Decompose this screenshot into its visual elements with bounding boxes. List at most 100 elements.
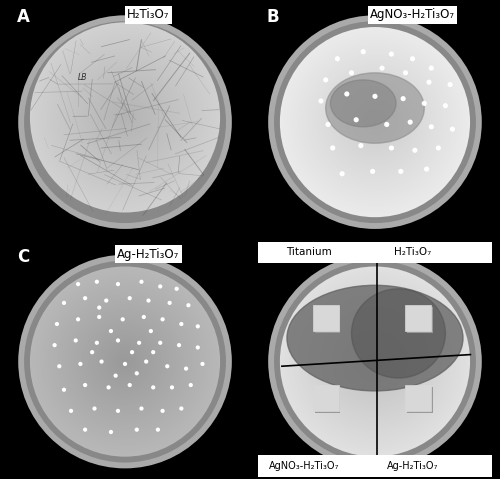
Circle shape [30, 23, 220, 213]
Circle shape [408, 120, 413, 125]
Circle shape [116, 353, 134, 370]
Circle shape [94, 341, 99, 345]
Circle shape [80, 72, 170, 162]
Circle shape [186, 303, 190, 308]
Circle shape [369, 116, 381, 128]
Circle shape [302, 289, 448, 434]
Circle shape [46, 282, 204, 441]
Circle shape [351, 338, 399, 385]
Circle shape [37, 30, 213, 205]
Circle shape [112, 104, 138, 131]
Circle shape [45, 37, 205, 197]
Circle shape [293, 280, 457, 444]
Circle shape [284, 32, 466, 213]
Circle shape [196, 324, 200, 329]
Circle shape [108, 101, 142, 134]
Circle shape [340, 326, 410, 397]
Circle shape [109, 430, 113, 434]
Circle shape [102, 338, 149, 385]
Circle shape [146, 298, 150, 303]
Circle shape [90, 326, 160, 397]
Circle shape [79, 71, 171, 163]
Circle shape [307, 55, 442, 190]
Circle shape [57, 364, 62, 368]
Circle shape [96, 332, 154, 391]
Circle shape [326, 313, 424, 411]
Circle shape [32, 24, 218, 211]
Circle shape [328, 314, 422, 409]
Circle shape [116, 109, 134, 126]
Circle shape [93, 330, 157, 394]
Circle shape [106, 342, 144, 381]
Circle shape [334, 82, 415, 162]
Circle shape [348, 95, 403, 149]
Circle shape [72, 65, 178, 170]
Circle shape [335, 56, 340, 61]
Circle shape [71, 64, 179, 171]
Circle shape [84, 321, 166, 402]
Circle shape [116, 338, 120, 342]
Circle shape [69, 61, 182, 174]
Circle shape [88, 80, 162, 155]
Circle shape [355, 102, 395, 142]
Circle shape [340, 171, 344, 176]
Circle shape [78, 314, 172, 409]
Circle shape [366, 353, 384, 370]
Circle shape [346, 92, 405, 152]
Circle shape [318, 98, 324, 103]
Circle shape [370, 117, 380, 127]
Circle shape [357, 344, 393, 379]
Circle shape [67, 59, 183, 175]
Circle shape [342, 328, 408, 395]
Circle shape [62, 301, 66, 305]
Circle shape [398, 169, 404, 174]
Circle shape [128, 383, 132, 387]
Circle shape [111, 347, 140, 376]
Circle shape [106, 98, 144, 137]
Circle shape [284, 270, 467, 453]
Circle shape [78, 315, 172, 408]
Circle shape [111, 103, 140, 132]
Circle shape [144, 359, 148, 364]
Circle shape [363, 350, 387, 374]
Circle shape [356, 342, 394, 381]
Circle shape [37, 274, 213, 449]
Circle shape [358, 143, 364, 148]
Circle shape [284, 271, 466, 452]
Circle shape [422, 101, 427, 106]
Circle shape [296, 283, 454, 440]
Circle shape [288, 35, 462, 209]
Circle shape [40, 277, 209, 446]
Circle shape [374, 360, 376, 363]
Circle shape [290, 277, 460, 446]
Circle shape [337, 323, 413, 399]
Circle shape [349, 96, 401, 148]
Circle shape [348, 334, 403, 389]
Circle shape [290, 36, 460, 208]
Circle shape [286, 273, 464, 451]
Circle shape [108, 100, 142, 135]
Circle shape [90, 82, 160, 152]
Circle shape [48, 40, 203, 195]
Circle shape [354, 101, 397, 144]
Circle shape [324, 310, 426, 413]
Circle shape [76, 282, 80, 286]
Circle shape [426, 80, 432, 85]
Circle shape [344, 91, 406, 153]
Circle shape [56, 48, 194, 186]
Circle shape [328, 76, 422, 169]
Circle shape [75, 312, 175, 411]
Circle shape [36, 28, 214, 207]
Circle shape [76, 68, 174, 167]
Circle shape [113, 105, 137, 129]
Circle shape [104, 97, 146, 138]
Circle shape [282, 29, 468, 215]
Circle shape [330, 145, 336, 150]
Circle shape [332, 319, 418, 404]
Circle shape [113, 350, 137, 374]
Circle shape [83, 296, 87, 300]
Circle shape [372, 120, 378, 125]
Circle shape [63, 300, 187, 423]
Circle shape [72, 64, 178, 171]
Circle shape [55, 291, 195, 432]
